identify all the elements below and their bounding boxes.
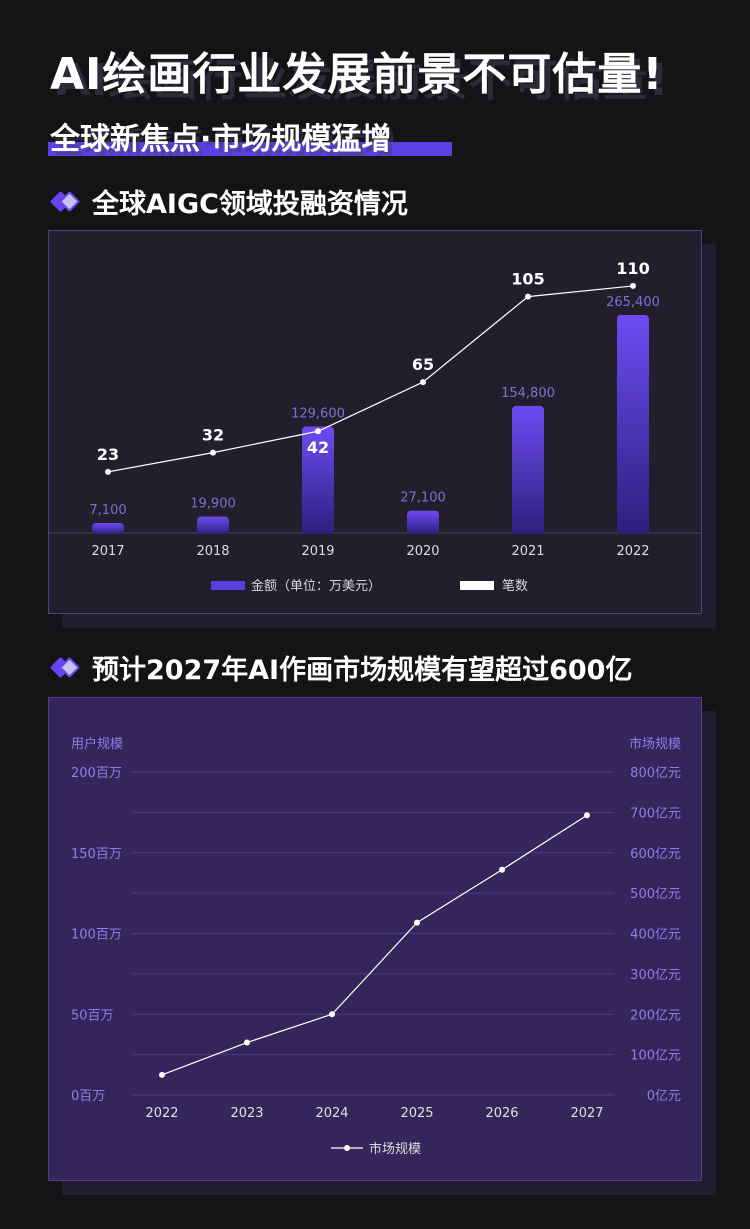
right-tick-label: 600亿元 (630, 847, 681, 862)
right-tick-label: 400亿元 (630, 928, 681, 943)
count-value-label: 32 (202, 426, 224, 445)
count-point-2022 (630, 282, 636, 289)
right-tick-label: 700亿元 (630, 806, 681, 821)
diamond-bullet-icon (49, 656, 82, 680)
market-chart-panel: 用户规模 市场规模 0百万 50百万 100百万 150百万 200百万 0亿元 100亿元 20… (48, 697, 702, 1181)
x-tick-label: 2025 (400, 1106, 433, 1121)
x-tick-label: 2017 (91, 544, 124, 559)
subtitle-highlight (48, 142, 452, 156)
page-subtitle: 全球新焦点·市场规模猛增 (50, 122, 392, 157)
count-value-label: 105 (511, 270, 544, 289)
bar-2022 (617, 315, 649, 534)
right-tick-label: 200亿元 (630, 1008, 681, 1023)
bar-2020 (407, 510, 439, 534)
count-value-label: 42 (307, 438, 329, 457)
count-point-2017 (105, 468, 111, 475)
market-point-2026 (499, 866, 505, 873)
market-series-line (161, 814, 588, 1076)
right-tick-label: 800亿元 (630, 766, 681, 781)
x-tick-label: 2020 (406, 544, 439, 559)
bar-value-label: 154,800 (501, 386, 555, 401)
bar-value-label: 7,100 (89, 503, 126, 518)
section-2-heading: 预计2027年AI作画市场规模有望超过600亿 (49, 648, 633, 687)
legend-swatch-amount (211, 581, 245, 590)
legend-label-count: 笔数 (502, 578, 528, 594)
legend-marker-market (344, 1145, 350, 1151)
left-tick-label: 50百万 (71, 1008, 114, 1023)
left-tick-label: 0百万 (71, 1089, 105, 1104)
x-tick-label: 2027 (570, 1106, 603, 1121)
legend-swatch-count (460, 581, 494, 590)
market-chart: 用户规模 市场规模0百万50百万100百万150百万200百万0亿元100亿元20… (71, 736, 681, 1157)
subtitle-block: 全球新焦点·市场规模猛增 (48, 114, 452, 158)
bar-2017 (92, 523, 124, 534)
market-point-2027 (584, 812, 590, 819)
right-axis-label: 市场规模 (629, 736, 681, 752)
bar-2019 (302, 426, 334, 534)
market-point-2022 (159, 1071, 165, 1078)
diamond-bullet-icon (49, 190, 82, 214)
right-tick-label: 300亿元 (630, 968, 681, 983)
left-tick-label: 150百万 (71, 847, 122, 862)
x-tick-label: 2023 (230, 1106, 263, 1121)
x-tick-label: 2022 (616, 544, 649, 559)
bar-value-label: 19,900 (190, 497, 236, 512)
left-tick-label: 100百万 (71, 928, 122, 943)
bar-2021 (512, 405, 544, 534)
right-tick-label: 100亿元 (630, 1049, 681, 1064)
x-tick-label: 2022 (145, 1106, 178, 1121)
market-point-2025 (414, 919, 420, 926)
right-tick-label: 500亿元 (630, 887, 681, 902)
bar-2018 (197, 516, 229, 534)
count-value-label: 65 (412, 355, 434, 374)
x-tick-label: 2026 (485, 1106, 518, 1121)
bar-value-label: 129,600 (291, 407, 345, 422)
x-tick-label: 2024 (315, 1106, 348, 1121)
count-value-label: 23 (97, 445, 119, 464)
x-tick-label: 2021 (511, 544, 544, 559)
legend-label-amount: 金额（单位：万美元） (251, 578, 381, 594)
bar-value-label: 265,400 (606, 295, 660, 310)
market-point-2024 (329, 1011, 335, 1018)
investment-chart-panel: 7,100 19,900 129,600 27,100 154,800 265,400 23… (48, 230, 702, 614)
right-tick-label: 0亿元 (647, 1089, 681, 1104)
legend-label-market: 市场规模 (369, 1141, 421, 1157)
count-point-2018 (210, 449, 216, 456)
left-axis-label: 用户规模 (71, 736, 123, 752)
bar-value-label: 27,100 (400, 491, 446, 506)
market-point-2023 (244, 1039, 250, 1046)
x-tick-label: 2019 (301, 544, 334, 559)
count-point-2021 (525, 293, 531, 300)
section-1-title: 全球AIGC领域投融资情况 (92, 189, 408, 220)
section-2-title: 预计2027年AI作画市场规模有望超过600亿 (92, 655, 633, 686)
count-point-2019 (315, 428, 321, 435)
page-title: AI绘画行业发展前景不可估量! (50, 49, 664, 100)
left-tick-label: 200百万 (71, 766, 122, 781)
x-tick-label: 2018 (196, 544, 229, 559)
section-1-heading: 全球AIGC领域投融资情况 (49, 182, 408, 221)
count-series-line (107, 285, 634, 473)
count-point-2020 (420, 379, 426, 386)
count-value-label: 110 (616, 259, 649, 278)
investment-chart: 7,100 19,900 129,600 27,100 154,800 265,400 23… (49, 259, 701, 594)
